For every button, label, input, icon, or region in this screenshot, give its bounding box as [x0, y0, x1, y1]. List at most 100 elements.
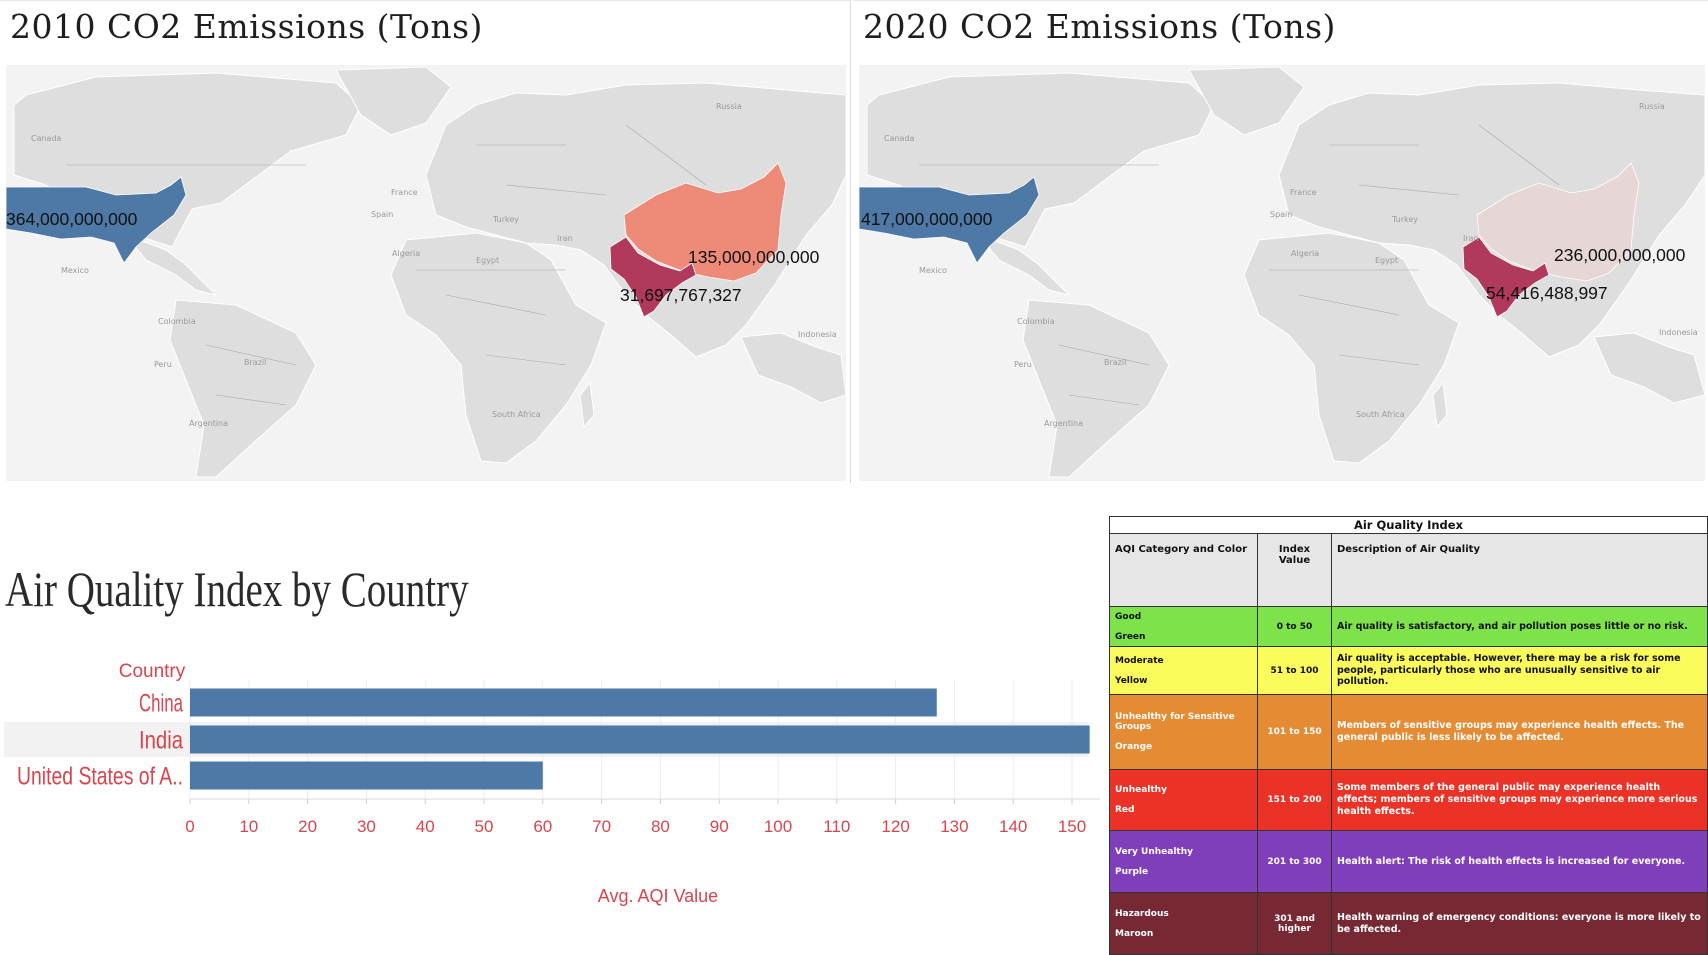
- aqi-category-cell: Unhealthy Red: [1109, 769, 1258, 831]
- aqi-row: Very Unhealthy Purple 201 to 300 Health ale…: [1109, 830, 1708, 893]
- x-axis-title: Avg. AQI Value: [598, 886, 718, 906]
- aqi-color-name: Maroon: [1115, 928, 1154, 939]
- tick-label: 50: [475, 817, 494, 836]
- place-label: Mexico: [919, 266, 947, 275]
- tick-label: 150: [1058, 817, 1086, 836]
- aqi-description: Air quality is acceptable. However, ther…: [1331, 646, 1708, 695]
- tick-label: 20: [298, 817, 317, 836]
- aqi-description: Health alert: The risk of health effects…: [1331, 830, 1708, 893]
- place-label: Canada: [31, 134, 62, 143]
- tick-label: 60: [533, 817, 552, 836]
- aqi-index-range: 101 to 150: [1257, 694, 1332, 770]
- aqi-row: Moderate Yellow 51 to 100 Air quality is ac…: [1109, 646, 1708, 695]
- aqi-description: Air quality is satisfactory, and air pol…: [1331, 606, 1708, 647]
- aqi-category-cell: Moderate Yellow: [1109, 646, 1258, 695]
- tick-label: 30: [357, 817, 376, 836]
- aqi-row: Good Green 0 to 50 Air quality is satisfact…: [1109, 606, 1708, 647]
- aqi-category-cell: Very Unhealthy Purple: [1109, 830, 1258, 893]
- usa-emission-label: 417,000,000,000: [861, 209, 993, 229]
- aqi-reference-rows: Good Green 0 to 50 Air quality is satisfact…: [1109, 606, 1708, 955]
- china-emission-label: 236,000,000,000: [1554, 245, 1686, 265]
- tick-label: 120: [881, 817, 909, 836]
- place-label: Argentina: [189, 419, 228, 428]
- place-label: France: [1290, 188, 1317, 197]
- place-label: Brazil: [244, 358, 266, 367]
- landmass-southeast-asia: [740, 332, 846, 404]
- place-label: Iran: [1463, 234, 1479, 243]
- aqi-index-range: 0 to 50: [1257, 606, 1332, 647]
- landmass-south-america: [1022, 299, 1170, 478]
- place-label: Russia: [1639, 102, 1665, 111]
- china-emission-label: 135,000,000,000: [688, 247, 820, 267]
- place-label: Argentina: [1044, 419, 1083, 428]
- tick-label: 70: [592, 817, 611, 836]
- country-china[interactable]: [623, 162, 787, 282]
- place-label: Algeria: [392, 249, 420, 258]
- place-label: Peru: [1014, 360, 1032, 369]
- world-map-2010[interactable]: Canada Russia France Spain Turkey Iran A…: [6, 65, 846, 481]
- aqi-color-name: Red: [1115, 805, 1135, 815]
- aqi-category-name: Moderate: [1115, 655, 1164, 666]
- place-label: Indonesia: [1659, 328, 1698, 337]
- place-label: Russia: [716, 102, 742, 111]
- place-label: Spain: [1270, 210, 1292, 219]
- category-label: China: [139, 690, 183, 718]
- aqi-category-name: Unhealthy: [1115, 785, 1167, 795]
- place-label: Iran: [557, 234, 573, 243]
- place-label: Canada: [884, 134, 915, 143]
- landmass-central-america: [124, 233, 218, 296]
- bar-0[interactable]: [190, 688, 937, 717]
- aqi-category-name: Unhealthy for Sensitive Groups: [1115, 712, 1235, 732]
- aqi-description: Some members of the general public may e…: [1331, 769, 1708, 831]
- tick-label: 110: [823, 817, 850, 836]
- place-label: South Africa: [492, 410, 541, 419]
- country-india[interactable]: [609, 236, 697, 318]
- aqi-color-name: Orange: [1115, 742, 1153, 752]
- aqi-reference-table: Air Quality Index AQI Category and Color…: [1109, 516, 1708, 955]
- aqi-category-name: Good: [1115, 611, 1142, 622]
- india-emission-label: 31,697,767,327: [620, 285, 742, 305]
- header-index-value: Index Value: [1257, 533, 1332, 607]
- tick-label: 100: [764, 817, 792, 836]
- country-usa[interactable]: [6, 176, 187, 264]
- landmass-south-america: [169, 299, 317, 478]
- aqi-color-name: Purple: [1115, 866, 1149, 877]
- aqi-index-range: 201 to 300: [1257, 830, 1332, 893]
- aqi-category-cell: Hazardous Maroon: [1109, 892, 1258, 955]
- place-label: Egypt: [1375, 256, 1398, 265]
- aqi-description: Members of sensitive groups may experien…: [1331, 694, 1708, 770]
- map-2020-title: 2020 CO2 Emissions (Tons): [863, 7, 1336, 46]
- aqi-bar-chart[interactable]: Country China India United States of A.. 0 10…: [0, 660, 1100, 952]
- aqi-category-name: Very Unhealthy: [1115, 846, 1193, 857]
- place-label: Turkey: [492, 215, 519, 224]
- bar-1[interactable]: [190, 725, 1090, 754]
- aqi-chart-title: Air Quality Index by Country: [5, 561, 469, 617]
- country-china[interactable]: [1476, 162, 1640, 282]
- aqi-category-name: Hazardous: [1115, 908, 1169, 919]
- tick-label: 140: [999, 817, 1027, 836]
- header-description: Description of Air Quality: [1331, 533, 1708, 607]
- landmass-southeast-asia: [1593, 332, 1705, 404]
- aqi-category-cell: Good Green: [1109, 606, 1258, 647]
- aqi-reference-title: Air Quality Index: [1109, 516, 1708, 534]
- aqi-category-cell: Unhealthy for Sensitive Groups Orange: [1109, 694, 1258, 770]
- tick-label: 0: [185, 817, 194, 836]
- place-label: Brazil: [1104, 358, 1126, 367]
- world-map-2020[interactable]: Canada Russia France Spain Turkey Iran A…: [859, 65, 1705, 481]
- place-label: Spain: [371, 210, 393, 219]
- country-india[interactable]: [1462, 236, 1550, 318]
- aqi-index-range: 51 to 100: [1257, 646, 1332, 695]
- tick-label: 10: [239, 817, 258, 836]
- aqi-color-name: Yellow: [1115, 675, 1148, 686]
- india-emission-label: 54,416,488,997: [1486, 283, 1608, 303]
- aqi-color-name: Green: [1115, 631, 1146, 642]
- country-usa[interactable]: [859, 176, 1040, 264]
- bar-2[interactable]: [190, 761, 543, 790]
- landmass-greenland: [335, 66, 452, 136]
- usa-emission-label: 364,000,000,000: [6, 209, 138, 229]
- aqi-reference-panel: Air Quality Index AQI Category and Color…: [1109, 516, 1708, 955]
- place-label: Colombia: [1017, 317, 1055, 326]
- landmass-madagascar: [579, 381, 595, 429]
- place-label: Turkey: [1391, 215, 1418, 224]
- place-label: Indonesia: [798, 330, 837, 339]
